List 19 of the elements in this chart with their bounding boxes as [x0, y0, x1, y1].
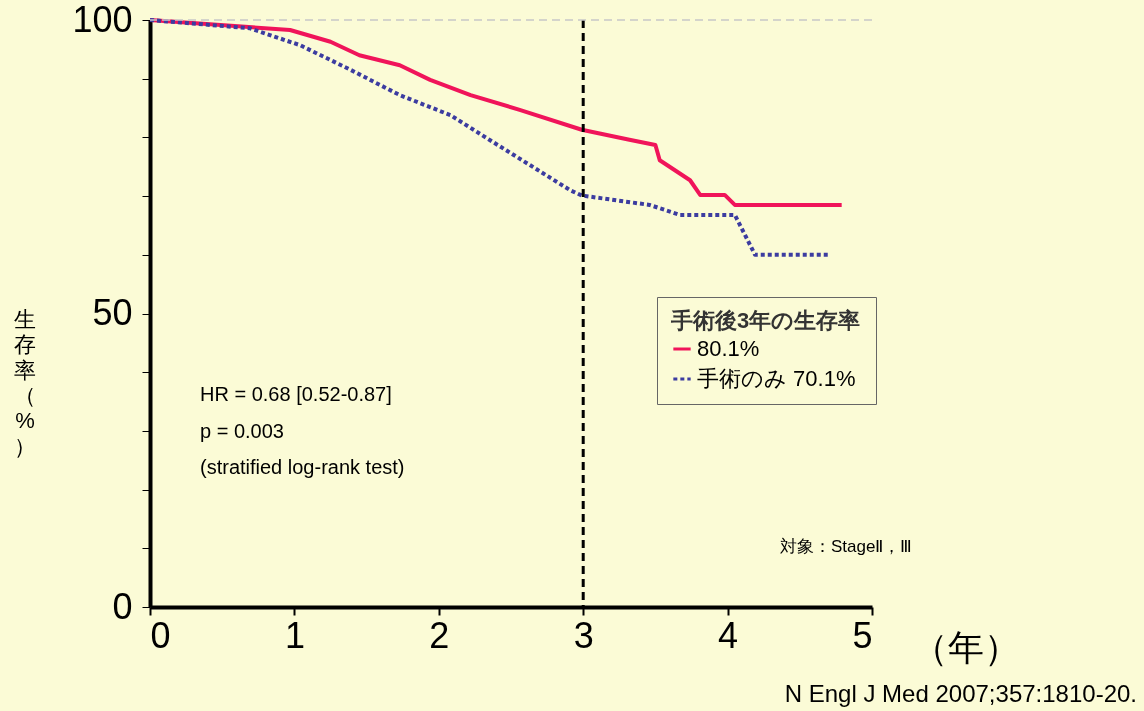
annotation: p = 0.003: [200, 420, 284, 442]
legend-title: 手術後3年の生存率: [670, 308, 861, 333]
x-tick-label: 2: [429, 614, 450, 656]
x-tick-label: 1: [284, 614, 305, 656]
x-tick-label: 0: [150, 614, 171, 656]
legend-label: 80.1%: [697, 336, 760, 361]
x-tick-label: 5: [852, 614, 873, 656]
x-tick-label: 4: [718, 614, 739, 656]
text: N Engl J Med 2007;357:1810-20.: [784, 680, 1137, 707]
annotation: (stratified log-rank test): [200, 456, 405, 478]
x-axis-title: （年）: [912, 627, 1020, 668]
annotation: 対象：StageⅡ，Ⅲ: [780, 537, 913, 556]
y-tick-label: 0: [112, 585, 133, 627]
y-tick-label: 100: [72, 0, 133, 40]
y-axis-title: 生存率（%）: [14, 307, 36, 459]
annotation: HR = 0.68 [0.52-0.87]: [200, 383, 392, 405]
y-tick-label: 50: [92, 292, 133, 333]
legend-label: 手術のみ 70.1%: [697, 366, 856, 391]
x-tick-label: 3: [573, 614, 594, 656]
